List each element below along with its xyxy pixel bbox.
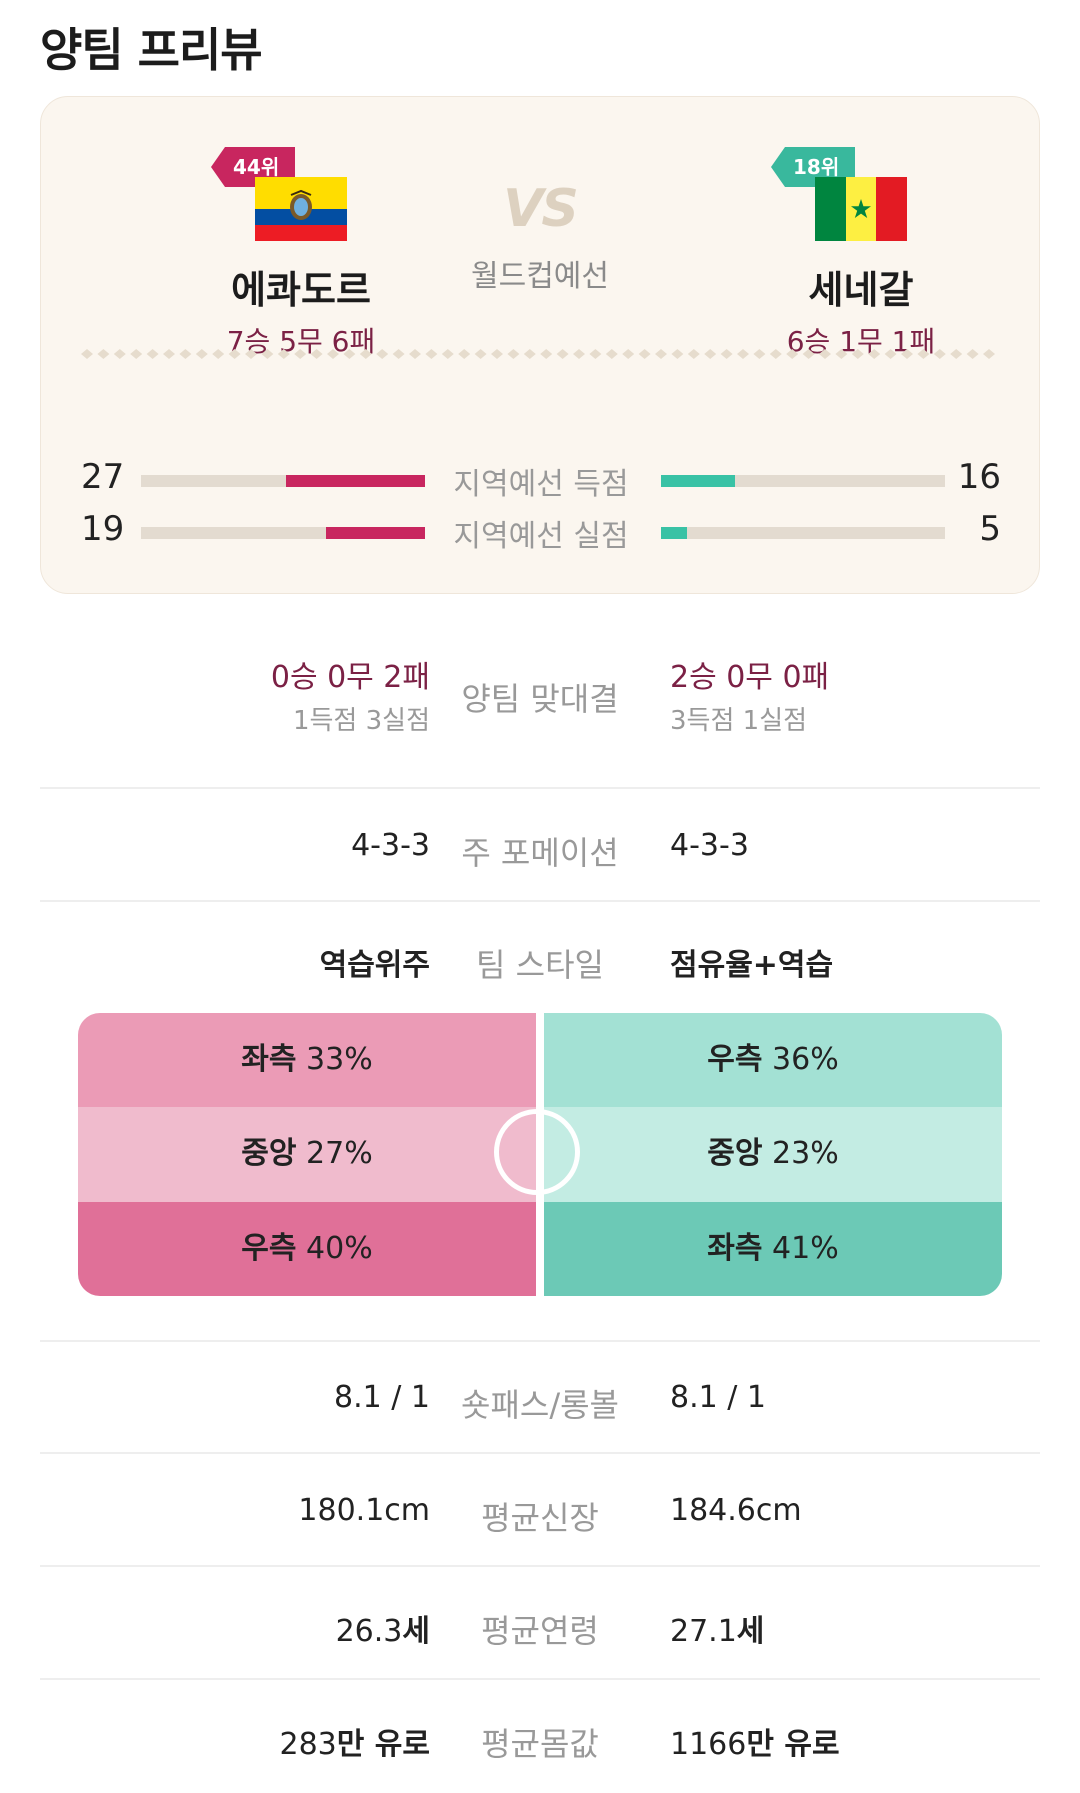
h2h-label: 양팀 맞대결 [461, 680, 619, 718]
home-rank-badge: 44위 [211, 147, 296, 187]
age-row: 26.3세 평균연령 27.1세 [40, 1606, 1040, 1650]
match-card: 44위 에콰도르 7승 5무 6패 VS 월드컵예선 18위 세네갈 [40, 96, 1040, 594]
pitch-center-circle [494, 1109, 580, 1195]
home-attack-zones: 좌측 33% 중앙 27% 우측 40% [78, 1013, 536, 1296]
avg-value-label: 평균몸값 [481, 1725, 599, 1763]
away-h2h-goals: 3득점 1실점 [670, 706, 808, 736]
value-row: 283만 유로 평균몸값 1166만 유로 [40, 1719, 1040, 1763]
pass-style-label: 숏패스/롱볼 [461, 1386, 619, 1424]
home-zone-center: 중앙 27% [78, 1107, 536, 1202]
away-conceded-value: 5 [979, 509, 1001, 549]
home-h2h-record: 0승 0무 2패 [270, 660, 430, 695]
home-zone-right: 우측 40% [78, 1201, 536, 1296]
away-pass-style: 8.1 / 1 [670, 1380, 766, 1415]
page-title: 양팀 프리뷰 [40, 23, 263, 77]
competition-label: 월드컵예선 [471, 259, 609, 294]
away-attack-zones: 우측 36% 중앙 23% 좌측 41% [544, 1013, 1002, 1296]
home-avg-value: 283만 유로 [279, 1727, 430, 1762]
regional-goals-row: 27 지역예선 득점 16 [41, 457, 1041, 502]
dotted-divider [81, 349, 995, 359]
home-formation: 4-3-3 [351, 828, 430, 863]
home-conceded-bar [141, 527, 425, 539]
away-goals-value: 16 [957, 457, 1001, 497]
regional-goals-label: 지역예선 득점 [453, 467, 629, 502]
regional-conceded-label: 지역예선 실점 [453, 519, 629, 554]
away-team-name: 세네갈 [808, 268, 914, 312]
home-zone-left: 좌측 33% [78, 1013, 536, 1108]
home-team[interactable]: 44위 에콰도르 7승 5무 6패 [151, 147, 451, 360]
away-avg-age: 27.1세 [670, 1614, 765, 1649]
away-h2h-record: 2승 0무 0패 [670, 660, 830, 695]
home-pass-style: 8.1 / 1 [334, 1380, 430, 1415]
away-goals-bar [661, 475, 945, 487]
divider [40, 1565, 1040, 1567]
away-zone-left: 좌측 41% [544, 1201, 1002, 1296]
avg-height-label: 평균신장 [481, 1499, 599, 1537]
senegal-flag-icon [815, 177, 907, 241]
style-label: 팀 스타일 [476, 946, 604, 984]
away-team[interactable]: 18위 세네갈 6승 1무 1패 [711, 147, 1011, 360]
home-h2h-goals: 1득점 3실점 [292, 706, 430, 736]
home-goals-bar [141, 475, 425, 487]
home-goals-value: 27 [81, 457, 125, 497]
away-conceded-bar [661, 527, 945, 539]
attack-direction-pitch: 좌측 33% 중앙 27% 우측 40% 우측 36% 중앙 23% 좌측 41… [78, 1013, 1002, 1296]
away-formation: 4-3-3 [670, 828, 749, 863]
regional-conceded-row: 19 지역예선 실점 5 [41, 509, 1041, 554]
home-avg-height: 180.1cm [298, 1493, 430, 1528]
home-style: 역습위주 [319, 948, 430, 983]
vs-label: VS [503, 179, 579, 239]
ecuador-flag-icon [255, 177, 347, 241]
divider [40, 787, 1040, 789]
formation-label: 주 포메이션 [461, 834, 619, 872]
home-team-name: 에콰도르 [231, 268, 371, 312]
away-zone-right: 우측 36% [544, 1013, 1002, 1108]
away-zone-center: 중앙 23% [544, 1107, 1002, 1202]
divider [40, 1340, 1040, 1342]
style-row: 역습위주 팀 스타일 점유율+역습 [40, 940, 1040, 984]
divider [40, 900, 1040, 902]
home-conceded-value: 19 [81, 509, 125, 549]
home-avg-age: 26.3세 [335, 1614, 430, 1649]
away-avg-value: 1166만 유로 [670, 1727, 840, 1762]
formation-row: 4-3-3 주 포메이션 4-3-3 [40, 828, 1040, 872]
divider [40, 1678, 1040, 1680]
away-style: 점유율+역습 [670, 948, 834, 983]
divider [40, 1452, 1040, 1454]
away-avg-height: 184.6cm [670, 1493, 802, 1528]
height-row: 180.1cm 평균신장 184.6cm [40, 1493, 1040, 1537]
avg-age-label: 평균연령 [481, 1612, 599, 1650]
pass-style-row: 8.1 / 1 숏패스/롱볼 8.1 / 1 [40, 1380, 1040, 1424]
h2h-row: 0승 0무 2패 1득점 3실점 양팀 맞대결 2승 0무 0패 3득점 1실점 [40, 652, 1040, 742]
